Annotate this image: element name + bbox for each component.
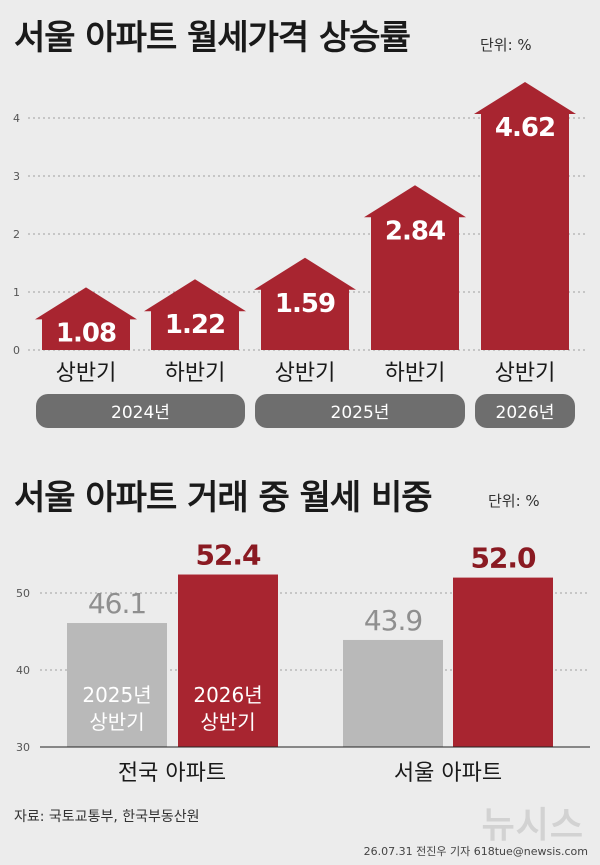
bar-value-label: 1.08 bbox=[56, 318, 116, 348]
bar-value-label: 1.59 bbox=[275, 289, 335, 319]
y-tick-label: 3 bbox=[13, 170, 20, 183]
arrow-bar bbox=[364, 185, 466, 350]
arrow-bar bbox=[35, 287, 137, 350]
year-group-label: 2025년 bbox=[331, 403, 390, 423]
x-category-label: 상반기 bbox=[275, 361, 336, 386]
y-tick-label: 0 bbox=[13, 344, 20, 357]
bar-value-label: 4.62 bbox=[495, 113, 555, 143]
year-group-pill bbox=[255, 394, 465, 428]
inbar-series-label: 2025년 bbox=[82, 683, 151, 707]
bar-value-label: 1.22 bbox=[165, 310, 225, 340]
year-group-label: 2026년 bbox=[496, 403, 555, 423]
x-category-label: 전국 아파트 bbox=[118, 761, 226, 786]
chart1-unit: 단위: % bbox=[480, 36, 532, 54]
chart2-title: 서울 아파트 거래 중 월세 비중 bbox=[14, 478, 433, 518]
inbar-series-label: 상반기 bbox=[89, 710, 144, 734]
bar-value-label: 43.9 bbox=[364, 604, 422, 637]
y-tick-label: 4 bbox=[13, 112, 20, 125]
x-category-label: 상반기 bbox=[56, 361, 117, 386]
inbar-series-label: 2026년 bbox=[193, 683, 262, 707]
bar-value-label: 2.84 bbox=[385, 216, 445, 246]
arrow-bar bbox=[474, 82, 576, 350]
y-tick-label: 30 bbox=[16, 741, 30, 754]
year-group-pill bbox=[475, 394, 575, 428]
x-category-label: 상반기 bbox=[495, 361, 556, 386]
arrow-bar bbox=[254, 257, 356, 350]
y-tick-label: 50 bbox=[16, 587, 30, 600]
grouped-bar bbox=[453, 577, 553, 747]
grouped-bar bbox=[67, 623, 167, 747]
year-group-pill bbox=[36, 394, 245, 428]
y-tick-label: 2 bbox=[13, 228, 20, 241]
y-tick-label: 1 bbox=[13, 286, 20, 299]
inbar-series-label: 상반기 bbox=[200, 710, 255, 734]
newsis-logo: 뉴시스 bbox=[481, 805, 584, 846]
x-category-label: 하반기 bbox=[165, 361, 226, 386]
bar-value-label: 52.0 bbox=[470, 542, 536, 575]
x-category-label: 하반기 bbox=[385, 361, 446, 386]
bar-value-label: 52.4 bbox=[195, 539, 261, 572]
y-tick-label: 40 bbox=[16, 664, 30, 677]
grouped-bar bbox=[178, 574, 278, 747]
chart2-unit: 단위: % bbox=[488, 492, 540, 510]
arrow-bar bbox=[144, 279, 246, 350]
year-group-label: 2024년 bbox=[111, 403, 170, 423]
x-category-label: 서울 아파트 bbox=[394, 761, 502, 786]
bar-value-label: 46.1 bbox=[88, 587, 146, 620]
chart1-title: 서울 아파트 월세가격 상승률 bbox=[14, 18, 411, 58]
chart1-plot: 0 1 2 3 4 1.08 상반기 1.22 하반기 1.59 상반기 2.84 하반기 4.62 상반기… bbox=[13, 82, 585, 428]
credit-line: 26.07.31 전진우 기자 618tue@newsis.com bbox=[363, 845, 588, 858]
grouped-bar bbox=[343, 639, 443, 747]
source-note: 자료: 국토교통부, 한국부동산원 bbox=[14, 809, 200, 825]
